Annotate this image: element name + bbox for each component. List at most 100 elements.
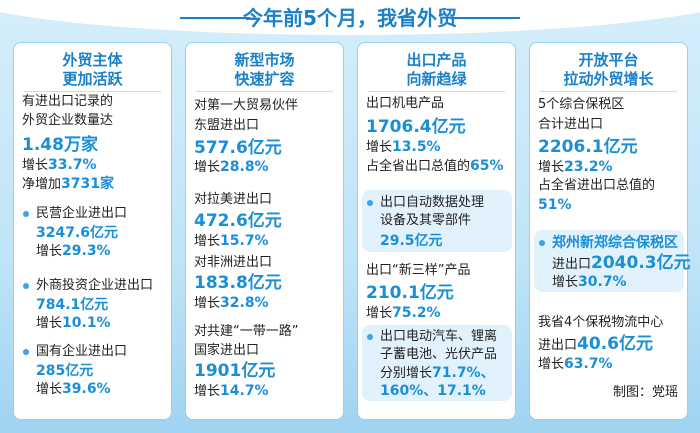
text-line: 对非洲进出口 xyxy=(194,254,272,272)
text: 占全省进出口总值的 xyxy=(538,178,656,193)
figure: 40.6亿元 xyxy=(577,334,653,354)
text-line: 增长10.1% xyxy=(36,314,111,333)
text-line: 国家进出口 xyxy=(194,342,259,360)
text: 增长 xyxy=(552,275,579,290)
text-line: 增长23.2% xyxy=(538,158,613,177)
text-line: 183.8亿元 xyxy=(194,274,282,294)
text-line: 增长63.7% xyxy=(538,355,613,374)
text-line: 民营企业进出口 xyxy=(36,205,127,223)
panel-heading: 出口产品 xyxy=(406,51,467,69)
text-line: 出口自动数据处理 xyxy=(380,194,484,212)
figure: 183.8亿元 xyxy=(194,273,282,293)
text: 增长 xyxy=(194,160,221,175)
figure: 577.6亿元 xyxy=(194,138,282,158)
figure: 63.7% xyxy=(564,356,613,372)
text-line: 有进出口记录的 xyxy=(22,93,113,111)
figure: 32.8% xyxy=(220,295,269,311)
text: 分别增长 xyxy=(380,366,433,381)
text-line: 3247.6亿元 xyxy=(36,224,118,243)
text: 对共建“一带一路” xyxy=(194,324,299,339)
panel-heading: 拉动外贸增长 xyxy=(563,70,654,88)
text-line: 51% xyxy=(538,196,572,215)
highlight-box xyxy=(362,325,512,401)
text: 对拉美进出口 xyxy=(194,192,273,207)
text: 净增加 xyxy=(22,177,62,192)
text-line: 进出口40.6亿元 xyxy=(538,335,653,355)
text: 出口自动数据处理 xyxy=(380,195,485,210)
text: 增长 xyxy=(538,357,565,372)
text-line: 增长33.7% xyxy=(22,156,97,175)
heading-separator xyxy=(24,91,161,92)
text-line: 增长28.8% xyxy=(194,158,269,177)
text-line: 增长14.7% xyxy=(194,382,269,401)
panel: 外贸主体 更加活跃 xyxy=(13,42,172,420)
text-line: 出口机电产品 xyxy=(366,95,444,113)
bullet xyxy=(367,334,373,340)
text-line: 净增加3731家 xyxy=(22,175,114,194)
figure: 75.2% xyxy=(392,305,441,321)
bullet xyxy=(23,283,29,289)
figure: 1706.4亿元 xyxy=(366,117,466,137)
text: 对第一大贸易伙伴 xyxy=(194,98,299,113)
text: 有进出口记录的 xyxy=(22,94,114,109)
panel-heading: 快速扩容 xyxy=(234,70,295,88)
figure: 10.1% xyxy=(62,315,111,331)
figure: 13.5% xyxy=(392,139,441,155)
figure: 2206.1亿元 xyxy=(538,137,638,157)
figure: 33.7% xyxy=(48,157,97,173)
text: 对非洲进出口 xyxy=(194,255,273,270)
figure: 39.6% xyxy=(62,381,111,397)
text-line: 增长13.5% xyxy=(366,138,441,157)
text-line: 占全省进出口总值的 xyxy=(538,177,655,195)
text-line: 210.1亿元 xyxy=(366,284,454,304)
text: 国有企业进出口 xyxy=(36,344,128,359)
text-line: 577.6亿元 xyxy=(194,139,282,159)
text: 进出口 xyxy=(552,257,592,272)
text: 国家进出口 xyxy=(194,343,260,358)
text: 我省4个保税物流中心 xyxy=(538,315,664,330)
text-line: 我省4个保税物流中心 xyxy=(538,314,663,332)
highlight-box xyxy=(534,230,684,292)
title: 今年前5个月，我省外贸 xyxy=(243,6,457,30)
panel-heading: 新型市场 xyxy=(234,51,295,69)
text: 出口机电产品 xyxy=(366,96,445,111)
text: 子蓄电池、光伏产品 xyxy=(380,347,498,362)
figure: 23.2% xyxy=(564,159,613,175)
figure: 65% xyxy=(470,158,504,174)
text: 增长 xyxy=(538,160,565,175)
text-line: 对第一大贸易伙伴 xyxy=(194,97,298,115)
text: 增长 xyxy=(36,244,63,259)
figure: 71.7%、 xyxy=(432,365,495,381)
figure: 29.3% xyxy=(62,243,111,259)
text: 合计进出口 xyxy=(538,117,604,132)
title-dash xyxy=(450,17,520,19)
figure: 30.7% xyxy=(578,274,627,290)
heading-separator xyxy=(196,91,333,92)
text-line: 增长29.3% xyxy=(36,242,111,261)
figure: 784.1亿元 xyxy=(36,297,109,313)
text-line: 外贸企业数量达 xyxy=(22,112,113,130)
text: 增长 xyxy=(22,158,49,173)
text-line: 对拉美进出口 xyxy=(194,191,272,209)
credit: 制图：党瑶 xyxy=(612,385,678,400)
figure: 3247.6亿元 xyxy=(36,225,119,241)
text: 占全省出口总值的 xyxy=(366,159,471,174)
heading-separator xyxy=(540,91,677,92)
text-line: 增长15.7% xyxy=(194,232,269,251)
text: 东盟进出口 xyxy=(194,118,260,133)
figure: 51% xyxy=(538,197,572,213)
figure: 15.7% xyxy=(220,233,269,249)
text-line: 285亿元 xyxy=(36,362,93,381)
text-line: 东盟进出口 xyxy=(194,117,259,135)
text-line: 5个综合保税区 xyxy=(538,96,624,114)
text: 设备及其零部件 xyxy=(380,213,472,228)
text-line: 增长75.2% xyxy=(366,304,441,323)
text: 民营企业进出口 xyxy=(36,206,128,221)
text: 增长 xyxy=(194,384,221,399)
text: 增长 xyxy=(36,316,63,331)
text-line: 出口“新三样”产品 xyxy=(366,262,470,280)
text-line: 对共建“一带一路” xyxy=(194,323,298,341)
figure: 郑州新郑综合保税区 xyxy=(552,235,678,251)
text: 出口电动汽车、锂离 xyxy=(380,329,498,344)
